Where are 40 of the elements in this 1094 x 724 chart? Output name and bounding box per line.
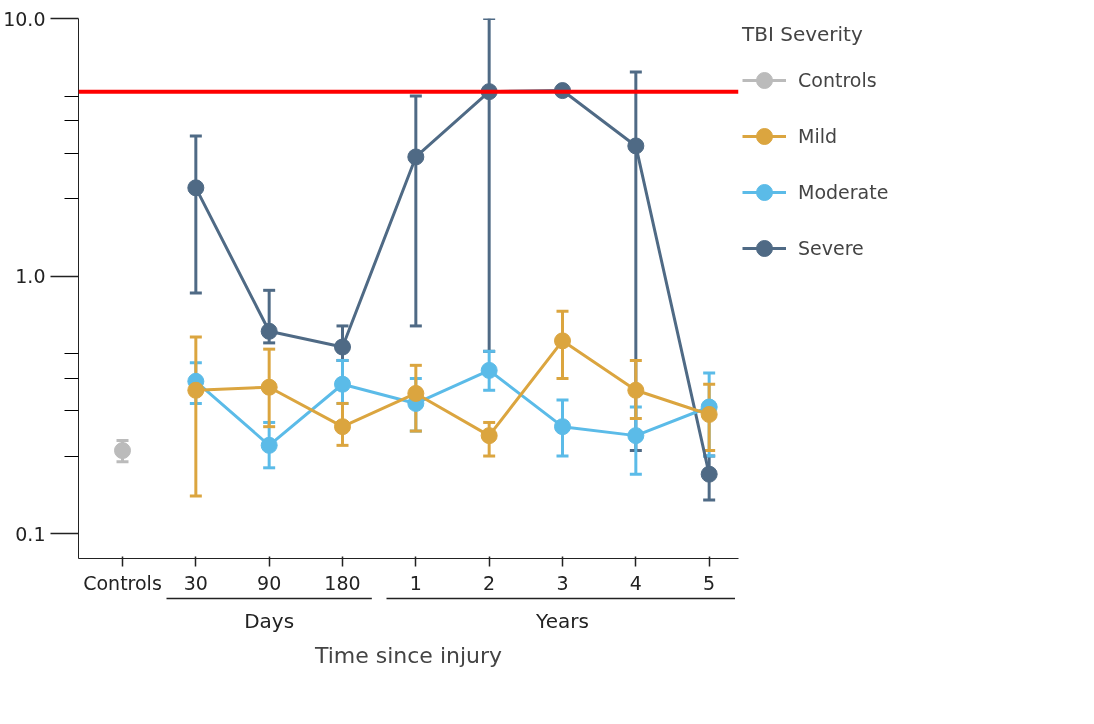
legend-title: TBI Severity [742,22,864,46]
point [114,442,131,460]
point [187,381,205,399]
point [260,436,278,454]
x-tick-label: 5 [703,571,716,594]
point [627,137,645,155]
point [334,338,351,356]
point [700,465,718,483]
point [480,427,498,445]
point [480,361,498,379]
x-tick-label: 30 [183,571,208,594]
point [187,179,205,197]
x-tick-label: 1 [409,571,422,594]
y-tick-label: 10.0 [3,7,46,30]
x-tick-label: 2 [483,571,496,594]
point [700,405,718,423]
text: Days [244,608,295,633]
point [407,148,425,166]
y-tick-label: 0.1 [15,522,46,545]
legend-label: Moderate [798,181,889,203]
point [554,418,571,436]
point [407,384,425,402]
point [554,332,571,350]
x-tick-label: Controls [83,571,162,594]
point [334,418,351,436]
point [627,381,645,399]
x-tick-label: 3 [556,571,569,594]
x-tick-label: 90 [257,571,282,594]
point [260,322,278,340]
point [260,378,278,396]
y-tick-label: 1.0 [15,265,46,288]
point [627,427,645,445]
x-axis-title: Time since injury [313,642,503,668]
legend-label: Controls [798,69,877,91]
legend-label: Mild [798,125,838,147]
x-tick-label: 4 [629,571,642,594]
x-tick-label: 180 [324,571,361,594]
legend-label: Severe [798,237,864,259]
text: Years [535,608,589,633]
point [334,375,351,393]
